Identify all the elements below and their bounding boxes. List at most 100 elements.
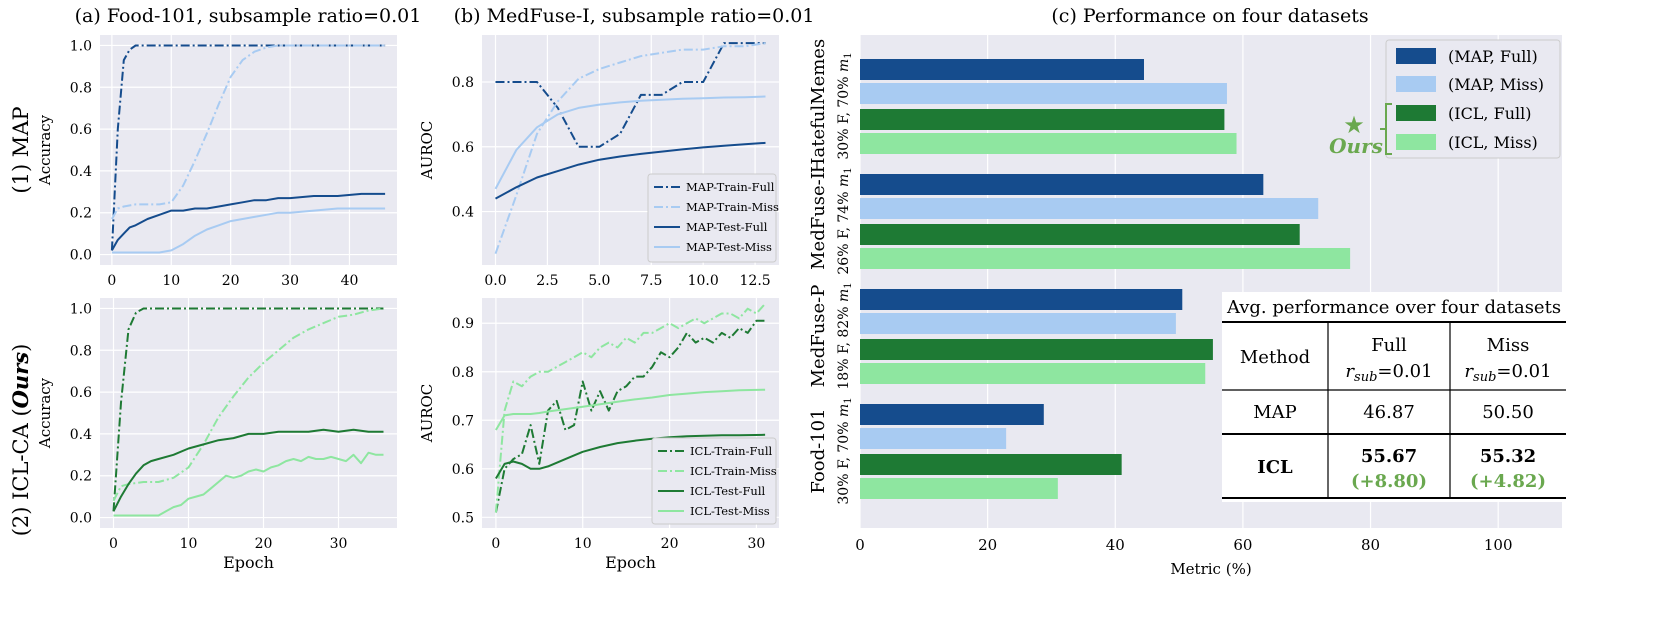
y-tick-label: 0.2 [70, 206, 92, 222]
chart-performance: 0 20 40 60 80 100 Metric (%) HatefulMemes 30% F,… [808, 35, 1562, 578]
avg-table-map-full: 46.87 [1363, 402, 1415, 423]
bar-legend-swatch-icl-miss [1396, 134, 1436, 150]
avg-table-map-method: MAP [1253, 402, 1297, 423]
legend-frame [647, 173, 777, 263]
x-tick-label: 20 [661, 536, 679, 552]
bar-hatefulmemes-2 [860, 109, 1225, 130]
y-tick-label: 0.8 [70, 80, 92, 96]
x-tick-label: 10 [574, 536, 592, 552]
avg-table-icl-miss-delta: (+4.82) [1470, 471, 1546, 492]
legend-label: MAP-Test-Full [686, 220, 768, 234]
avg-table-icl-miss: 55.32 [1480, 446, 1536, 467]
y-tick-label: 0.4 [452, 205, 474, 221]
row-label-icl-close: ) [9, 344, 33, 352]
row-label-icl: (2) ICL-CA (Ours) [8, 344, 33, 537]
row-label-icl-ours: Ours [8, 352, 33, 409]
y-tick-label: 0.4 [70, 427, 92, 443]
bar-legend-label-icl-miss: (ICL, Miss) [1448, 133, 1538, 152]
group-sublabel-pre: 30% F, 70% [836, 417, 852, 505]
x-axis-label: Epoch [223, 553, 274, 572]
group-label: HatefulMemes [808, 39, 829, 173]
y-tick-label: 0.4 [70, 164, 92, 180]
group-sublabel-var: m [836, 174, 852, 187]
group-sublabel-var: m [836, 59, 852, 72]
avg-table-r-val: =0.01 [1377, 361, 1432, 382]
avg-table-icl-method: ICL [1257, 457, 1293, 478]
y-tick-label: 0.5 [452, 510, 474, 526]
x-tick-label: 2.5 [536, 273, 558, 289]
x-tick-label: 40 [341, 273, 359, 289]
series-line-icl-test-full [495, 433, 766, 480]
x-tick-label: 100 [1484, 536, 1513, 554]
avg-table-r-sub-2: sub [1473, 370, 1496, 385]
series-line-map-test-full [111, 192, 386, 251]
panel-b-title: (b) MedFuse-I, subsample ratio=0.01 [454, 5, 815, 27]
y-tick-label: 0.6 [452, 462, 474, 478]
y-axis-label: Accuracy [36, 377, 54, 449]
avg-table-bg [1222, 292, 1566, 502]
avg-table-r-sym: r [1345, 361, 1355, 382]
group-sublabel-sub: 1 [843, 167, 854, 173]
avg-table-header-miss: Miss [1487, 335, 1530, 356]
x-tick-label: 10.0 [688, 273, 719, 289]
panel-a-title: (a) Food-101, subsample ratio=0.01 [75, 5, 422, 27]
bar-hatefulmemes-3 [860, 133, 1237, 154]
x-tick-label: 30 [748, 536, 766, 552]
series-line-icl-test-miss [495, 388, 766, 431]
x-tick-label: 20 [222, 273, 240, 289]
panel-c-title: (c) Performance on four datasets [1051, 5, 1368, 27]
x-tick-label: 0 [109, 536, 118, 552]
legend-label: MAP-Train-Full [686, 180, 775, 194]
x-tick-label: 0 [107, 273, 116, 289]
group-label: Food-101 [808, 408, 829, 493]
bar-food-101-0 [860, 404, 1044, 425]
bar-legend: (MAP, Full) (MAP, Miss) (ICL, Full) (ICL… [1385, 39, 1561, 159]
chart-food-icl: 0.0 0.2 0.4 0.6 0.8 1.0 0 10 20 30 Accuracy Epoch [36, 298, 397, 572]
series-line-map-test-miss [494, 95, 766, 190]
legend-label: MAP-Test-Miss [686, 240, 772, 254]
plot-background [100, 35, 397, 265]
group-sublabel: 30% F, 70% m1 [836, 52, 854, 159]
bar-medfuse-p-1 [860, 313, 1176, 334]
series-line-map-test-full [495, 141, 766, 200]
x-tick-label: 30 [330, 536, 348, 552]
x-tick-label: 60 [1233, 536, 1252, 554]
bar-hatefulmemes-1 [860, 83, 1227, 104]
x-tick-label: 12.5 [740, 273, 771, 289]
bar-food-101-3 [860, 478, 1058, 499]
avg-table-title: Avg. performance over four datasets [1226, 297, 1561, 318]
bar-legend-frame [1385, 39, 1561, 159]
avg-table-r-sym-2: r [1464, 361, 1474, 382]
row-label-icl-prefix: (2) ICL-CA ( [9, 408, 33, 536]
avg-table-header-full: Full [1371, 335, 1407, 356]
y-tick-label: 0.8 [452, 365, 474, 381]
legend-label: ICL-Test-Miss [690, 504, 770, 518]
bar-medfuse-p-3 [860, 363, 1206, 384]
avg-table: Avg. performance over four datasets Meth… [1222, 292, 1566, 502]
series-line-map-train-miss [111, 44, 386, 220]
legend-frame [651, 437, 777, 525]
y-axis-label: AUROC [418, 121, 436, 181]
row-label-map: (1) MAP [9, 106, 33, 193]
chart-food-map: 0.0 0.2 0.4 0.6 0.8 1.0 0 10 20 30 40 Accuracy [36, 35, 397, 289]
avg-table-icl-full-delta: (+8.80) [1351, 471, 1427, 492]
legend-label: ICL-Train-Full [690, 444, 773, 458]
x-tick-label: 10 [180, 536, 198, 552]
y-tick-label: 1.0 [70, 301, 92, 317]
avg-table-map-miss: 50.50 [1482, 402, 1534, 423]
series-line-icl-test-full [112, 428, 384, 512]
legend-label: ICL-Test-Full [690, 484, 766, 498]
x-tick-label: 80 [1361, 536, 1380, 554]
legend-label: MAP-Train-Miss [686, 200, 779, 214]
ours-label: Ours [1329, 134, 1383, 158]
bar-legend-swatch-icl-full [1396, 105, 1436, 121]
bar-legend-label-map-full: (MAP, Full) [1448, 47, 1538, 66]
chart-medfuse-map: 0.4 0.6 0.8 0.0 2.5 5.0 7.5 10.0 12.5 AUROC MAP-Tr… [418, 35, 779, 289]
group-sublabel-pre: 30% F, 70% [836, 72, 852, 160]
ours-annotation: ★ Ours [1329, 103, 1392, 158]
x-tick-label: 20 [978, 536, 997, 554]
x-tick-label: 7.5 [640, 273, 662, 289]
avg-table-header-full-ratio: rsub=0.01 [1345, 361, 1432, 385]
